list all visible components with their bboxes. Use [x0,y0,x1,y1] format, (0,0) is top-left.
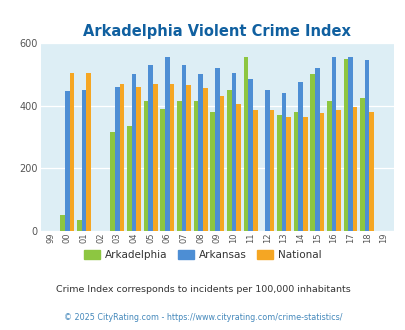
Bar [127,126,131,231]
Bar [297,82,302,231]
Bar [181,65,186,231]
Bar [177,101,181,231]
Bar [115,87,119,231]
Bar [281,93,286,231]
Bar [77,220,81,231]
Bar [136,87,141,231]
Bar [302,116,307,231]
Bar [293,112,297,231]
Bar [226,90,231,231]
Legend: Arkadelphia, Arkansas, National: Arkadelphia, Arkansas, National [80,246,325,264]
Bar [148,65,153,231]
Bar [86,73,91,231]
Bar [169,84,174,231]
Bar [359,98,364,231]
Bar [186,85,190,231]
Bar [335,110,340,231]
Bar [314,68,319,231]
Bar [364,60,369,231]
Bar [243,57,247,231]
Bar [153,84,157,231]
Bar [210,112,214,231]
Bar [343,59,347,231]
Bar [269,110,273,231]
Bar [309,74,314,231]
Title: Arkadelphia Violent Crime Index: Arkadelphia Violent Crime Index [83,24,350,39]
Bar [202,88,207,231]
Bar [131,74,136,231]
Bar [160,109,164,231]
Bar [286,116,290,231]
Bar [60,215,65,231]
Bar [110,132,115,231]
Bar [143,101,148,231]
Bar [193,101,198,231]
Bar [247,79,252,231]
Bar [69,73,74,231]
Bar [214,68,219,231]
Bar [219,96,224,231]
Bar [264,90,269,231]
Bar [252,110,257,231]
Bar [81,90,86,231]
Bar [164,57,169,231]
Bar [198,74,202,231]
Text: © 2025 CityRating.com - https://www.cityrating.com/crime-statistics/: © 2025 CityRating.com - https://www.city… [64,313,341,322]
Bar [65,91,69,231]
Bar [231,73,236,231]
Bar [369,112,373,231]
Bar [236,104,240,231]
Bar [319,114,323,231]
Bar [276,115,281,231]
Bar [119,84,124,231]
Bar [331,57,335,231]
Text: Crime Index corresponds to incidents per 100,000 inhabitants: Crime Index corresponds to incidents per… [55,285,350,294]
Bar [347,57,352,231]
Bar [352,107,357,231]
Bar [326,101,331,231]
